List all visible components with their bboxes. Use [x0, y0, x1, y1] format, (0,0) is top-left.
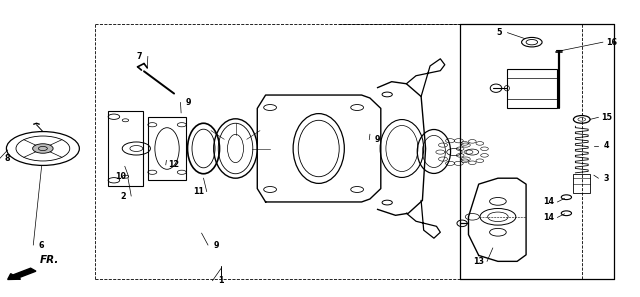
Text: 9: 9: [214, 241, 219, 249]
Text: 6: 6: [39, 241, 44, 249]
Text: 16: 16: [605, 38, 617, 47]
Bar: [148, 117, 186, 180]
Text: 3: 3: [604, 174, 609, 183]
Text: 10: 10: [115, 172, 126, 181]
Text: 12: 12: [168, 160, 180, 169]
Text: 9: 9: [375, 135, 380, 144]
Bar: [108, 111, 143, 186]
Text: 11: 11: [193, 187, 204, 196]
Text: 7: 7: [137, 52, 142, 61]
FancyArrow shape: [8, 268, 36, 279]
Bar: [507, 69, 557, 108]
Text: 15: 15: [601, 113, 612, 122]
Text: 5: 5: [497, 28, 502, 37]
Text: 14: 14: [543, 213, 555, 222]
Text: FR.: FR.: [40, 255, 59, 265]
Text: 1: 1: [218, 276, 223, 285]
Text: 8: 8: [5, 154, 10, 163]
Bar: [573, 174, 590, 193]
Text: 4: 4: [604, 141, 609, 150]
Text: 2: 2: [120, 192, 125, 200]
Circle shape: [33, 144, 53, 153]
Text: 9: 9: [186, 98, 191, 107]
Text: 14: 14: [543, 198, 555, 206]
Text: 13: 13: [473, 257, 484, 266]
